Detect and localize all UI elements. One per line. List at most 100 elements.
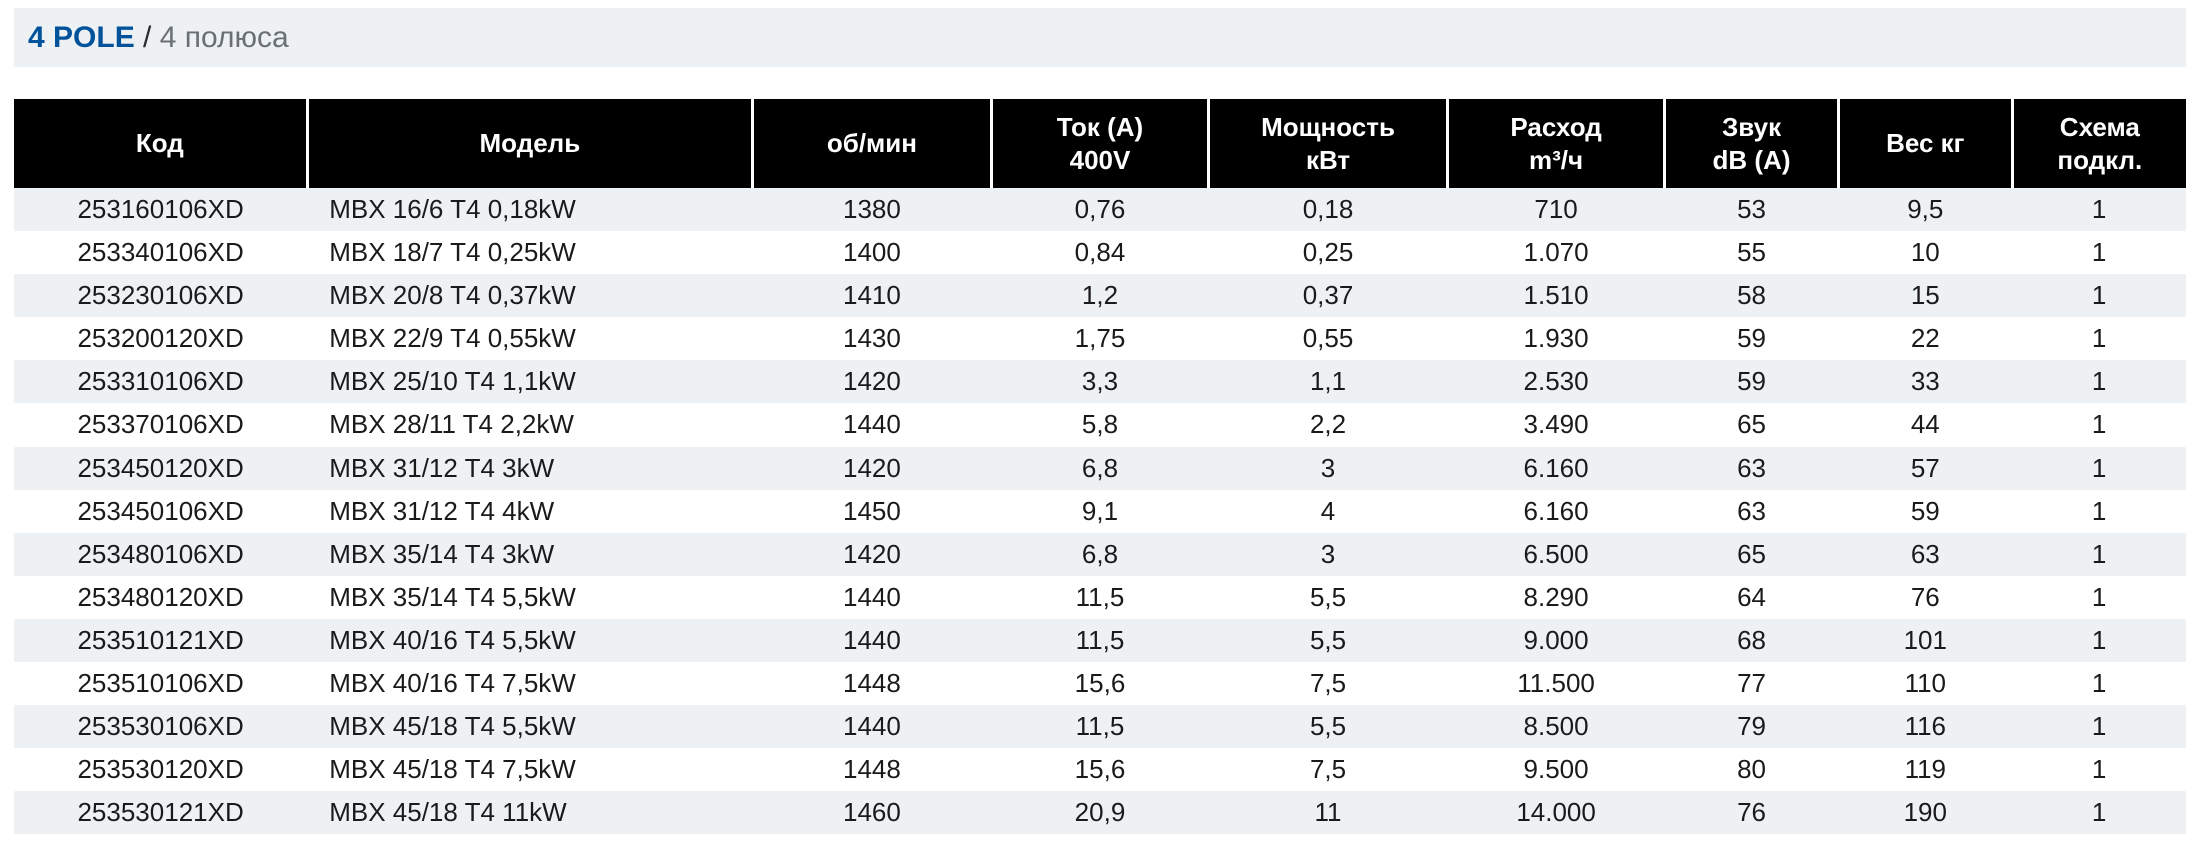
cell-flow: 6.160 <box>1447 447 1664 490</box>
cell-db: 55 <box>1665 231 1839 274</box>
cell-weight: 9,5 <box>1838 188 2012 231</box>
table-row: 253160106XDMBX 16/6 T4 0,18kW13800,760,1… <box>14 188 2186 231</box>
cell-model: MBX 16/6 T4 0,18kW <box>307 188 752 231</box>
cell-db: 53 <box>1665 188 1839 231</box>
cell-scheme: 1 <box>2012 317 2186 360</box>
cell-amp: 9,1 <box>991 490 1208 533</box>
cell-weight: 116 <box>1838 705 2012 748</box>
cell-weight: 76 <box>1838 576 2012 619</box>
cell-flow: 9.500 <box>1447 748 1664 791</box>
cell-flow: 3.490 <box>1447 403 1664 446</box>
cell-db: 68 <box>1665 619 1839 662</box>
table-header-scheme: Схемаподкл. <box>2012 99 2186 188</box>
section-title-sep: / <box>135 21 160 54</box>
cell-rpm: 1420 <box>752 360 991 403</box>
cell-db: 80 <box>1665 748 1839 791</box>
table-row: 253370106XDMBX 28/11 T4 2,2kW14405,82,23… <box>14 403 2186 446</box>
cell-code: 253340106XD <box>14 231 307 274</box>
cell-scheme: 1 <box>2012 662 2186 705</box>
cell-rpm: 1410 <box>752 274 991 317</box>
table-row: 253530121XDMBX 45/18 T4 11kW146020,91114… <box>14 791 2186 834</box>
cell-weight: 101 <box>1838 619 2012 662</box>
cell-db: 59 <box>1665 317 1839 360</box>
table-header-amp: Ток (A)400V <box>991 99 1208 188</box>
cell-scheme: 1 <box>2012 490 2186 533</box>
cell-amp: 0,76 <box>991 188 1208 231</box>
cell-scheme: 1 <box>2012 533 2186 576</box>
cell-flow: 11.500 <box>1447 662 1664 705</box>
cell-amp: 6,8 <box>991 447 1208 490</box>
cell-weight: 57 <box>1838 447 2012 490</box>
cell-flow: 710 <box>1447 188 1664 231</box>
cell-rpm: 1448 <box>752 662 991 705</box>
cell-flow: 8.500 <box>1447 705 1664 748</box>
cell-model: MBX 28/11 T4 2,2kW <box>307 403 752 446</box>
cell-db: 65 <box>1665 403 1839 446</box>
cell-kw: 4 <box>1209 490 1448 533</box>
table-header-db: ЗвукdB (A) <box>1665 99 1839 188</box>
table-row: 253310106XDMBX 25/10 T4 1,1kW14203,31,12… <box>14 360 2186 403</box>
table-row: 253530106XDMBX 45/18 T4 5,5kW144011,55,5… <box>14 705 2186 748</box>
cell-code: 253450120XD <box>14 447 307 490</box>
cell-weight: 110 <box>1838 662 2012 705</box>
table-header-rpm: об/мин <box>752 99 991 188</box>
cell-code: 253480106XD <box>14 533 307 576</box>
cell-kw: 11 <box>1209 791 1448 834</box>
cell-scheme: 1 <box>2012 274 2186 317</box>
cell-code: 253530121XD <box>14 791 307 834</box>
cell-db: 59 <box>1665 360 1839 403</box>
table-header-model: Модель <box>307 99 752 188</box>
cell-rpm: 1420 <box>752 447 991 490</box>
cell-kw: 3 <box>1209 447 1448 490</box>
cell-amp: 15,6 <box>991 662 1208 705</box>
cell-model: MBX 45/18 T4 7,5kW <box>307 748 752 791</box>
table-row: 253450106XDMBX 31/12 T4 4kW14509,146.160… <box>14 490 2186 533</box>
cell-model: MBX 35/14 T4 5,5kW <box>307 576 752 619</box>
cell-model: MBX 45/18 T4 11kW <box>307 791 752 834</box>
cell-db: 77 <box>1665 662 1839 705</box>
table-row: 253340106XDMBX 18/7 T4 0,25kW14000,840,2… <box>14 231 2186 274</box>
cell-rpm: 1448 <box>752 748 991 791</box>
cell-scheme: 1 <box>2012 360 2186 403</box>
section-title-bar: 4 POLE / 4 полюса <box>14 8 2186 67</box>
cell-kw: 1,1 <box>1209 360 1448 403</box>
cell-amp: 1,75 <box>991 317 1208 360</box>
cell-scheme: 1 <box>2012 705 2186 748</box>
cell-kw: 0,55 <box>1209 317 1448 360</box>
cell-code: 253230106XD <box>14 274 307 317</box>
cell-flow: 9.000 <box>1447 619 1664 662</box>
cell-amp: 11,5 <box>991 619 1208 662</box>
cell-db: 65 <box>1665 533 1839 576</box>
cell-flow: 6.500 <box>1447 533 1664 576</box>
cell-code: 253450106XD <box>14 490 307 533</box>
cell-rpm: 1440 <box>752 403 991 446</box>
cell-db: 63 <box>1665 447 1839 490</box>
cell-amp: 11,5 <box>991 705 1208 748</box>
cell-model: MBX 18/7 T4 0,25kW <box>307 231 752 274</box>
cell-amp: 0,84 <box>991 231 1208 274</box>
cell-scheme: 1 <box>2012 231 2186 274</box>
cell-scheme: 1 <box>2012 619 2186 662</box>
table-row: 253530120XDMBX 45/18 T4 7,5kW144815,67,5… <box>14 748 2186 791</box>
cell-kw: 0,25 <box>1209 231 1448 274</box>
table-header-flow: Расходm³/ч <box>1447 99 1664 188</box>
cell-scheme: 1 <box>2012 791 2186 834</box>
spec-table: КодМодельоб/минТок (A)400VМощностькВтРас… <box>14 99 2186 834</box>
cell-rpm: 1440 <box>752 576 991 619</box>
cell-code: 253530106XD <box>14 705 307 748</box>
cell-code: 253510121XD <box>14 619 307 662</box>
cell-amp: 5,8 <box>991 403 1208 446</box>
cell-flow: 1.930 <box>1447 317 1664 360</box>
cell-model: MBX 20/8 T4 0,37kW <box>307 274 752 317</box>
cell-model: MBX 40/16 T4 5,5kW <box>307 619 752 662</box>
cell-weight: 59 <box>1838 490 2012 533</box>
cell-model: MBX 31/12 T4 3kW <box>307 447 752 490</box>
cell-model: MBX 22/9 T4 0,55kW <box>307 317 752 360</box>
table-row: 253480120XDMBX 35/14 T4 5,5kW144011,55,5… <box>14 576 2186 619</box>
cell-code: 253510106XD <box>14 662 307 705</box>
cell-flow: 2.530 <box>1447 360 1664 403</box>
cell-weight: 44 <box>1838 403 2012 446</box>
cell-amp: 6,8 <box>991 533 1208 576</box>
cell-rpm: 1440 <box>752 619 991 662</box>
cell-kw: 5,5 <box>1209 576 1448 619</box>
